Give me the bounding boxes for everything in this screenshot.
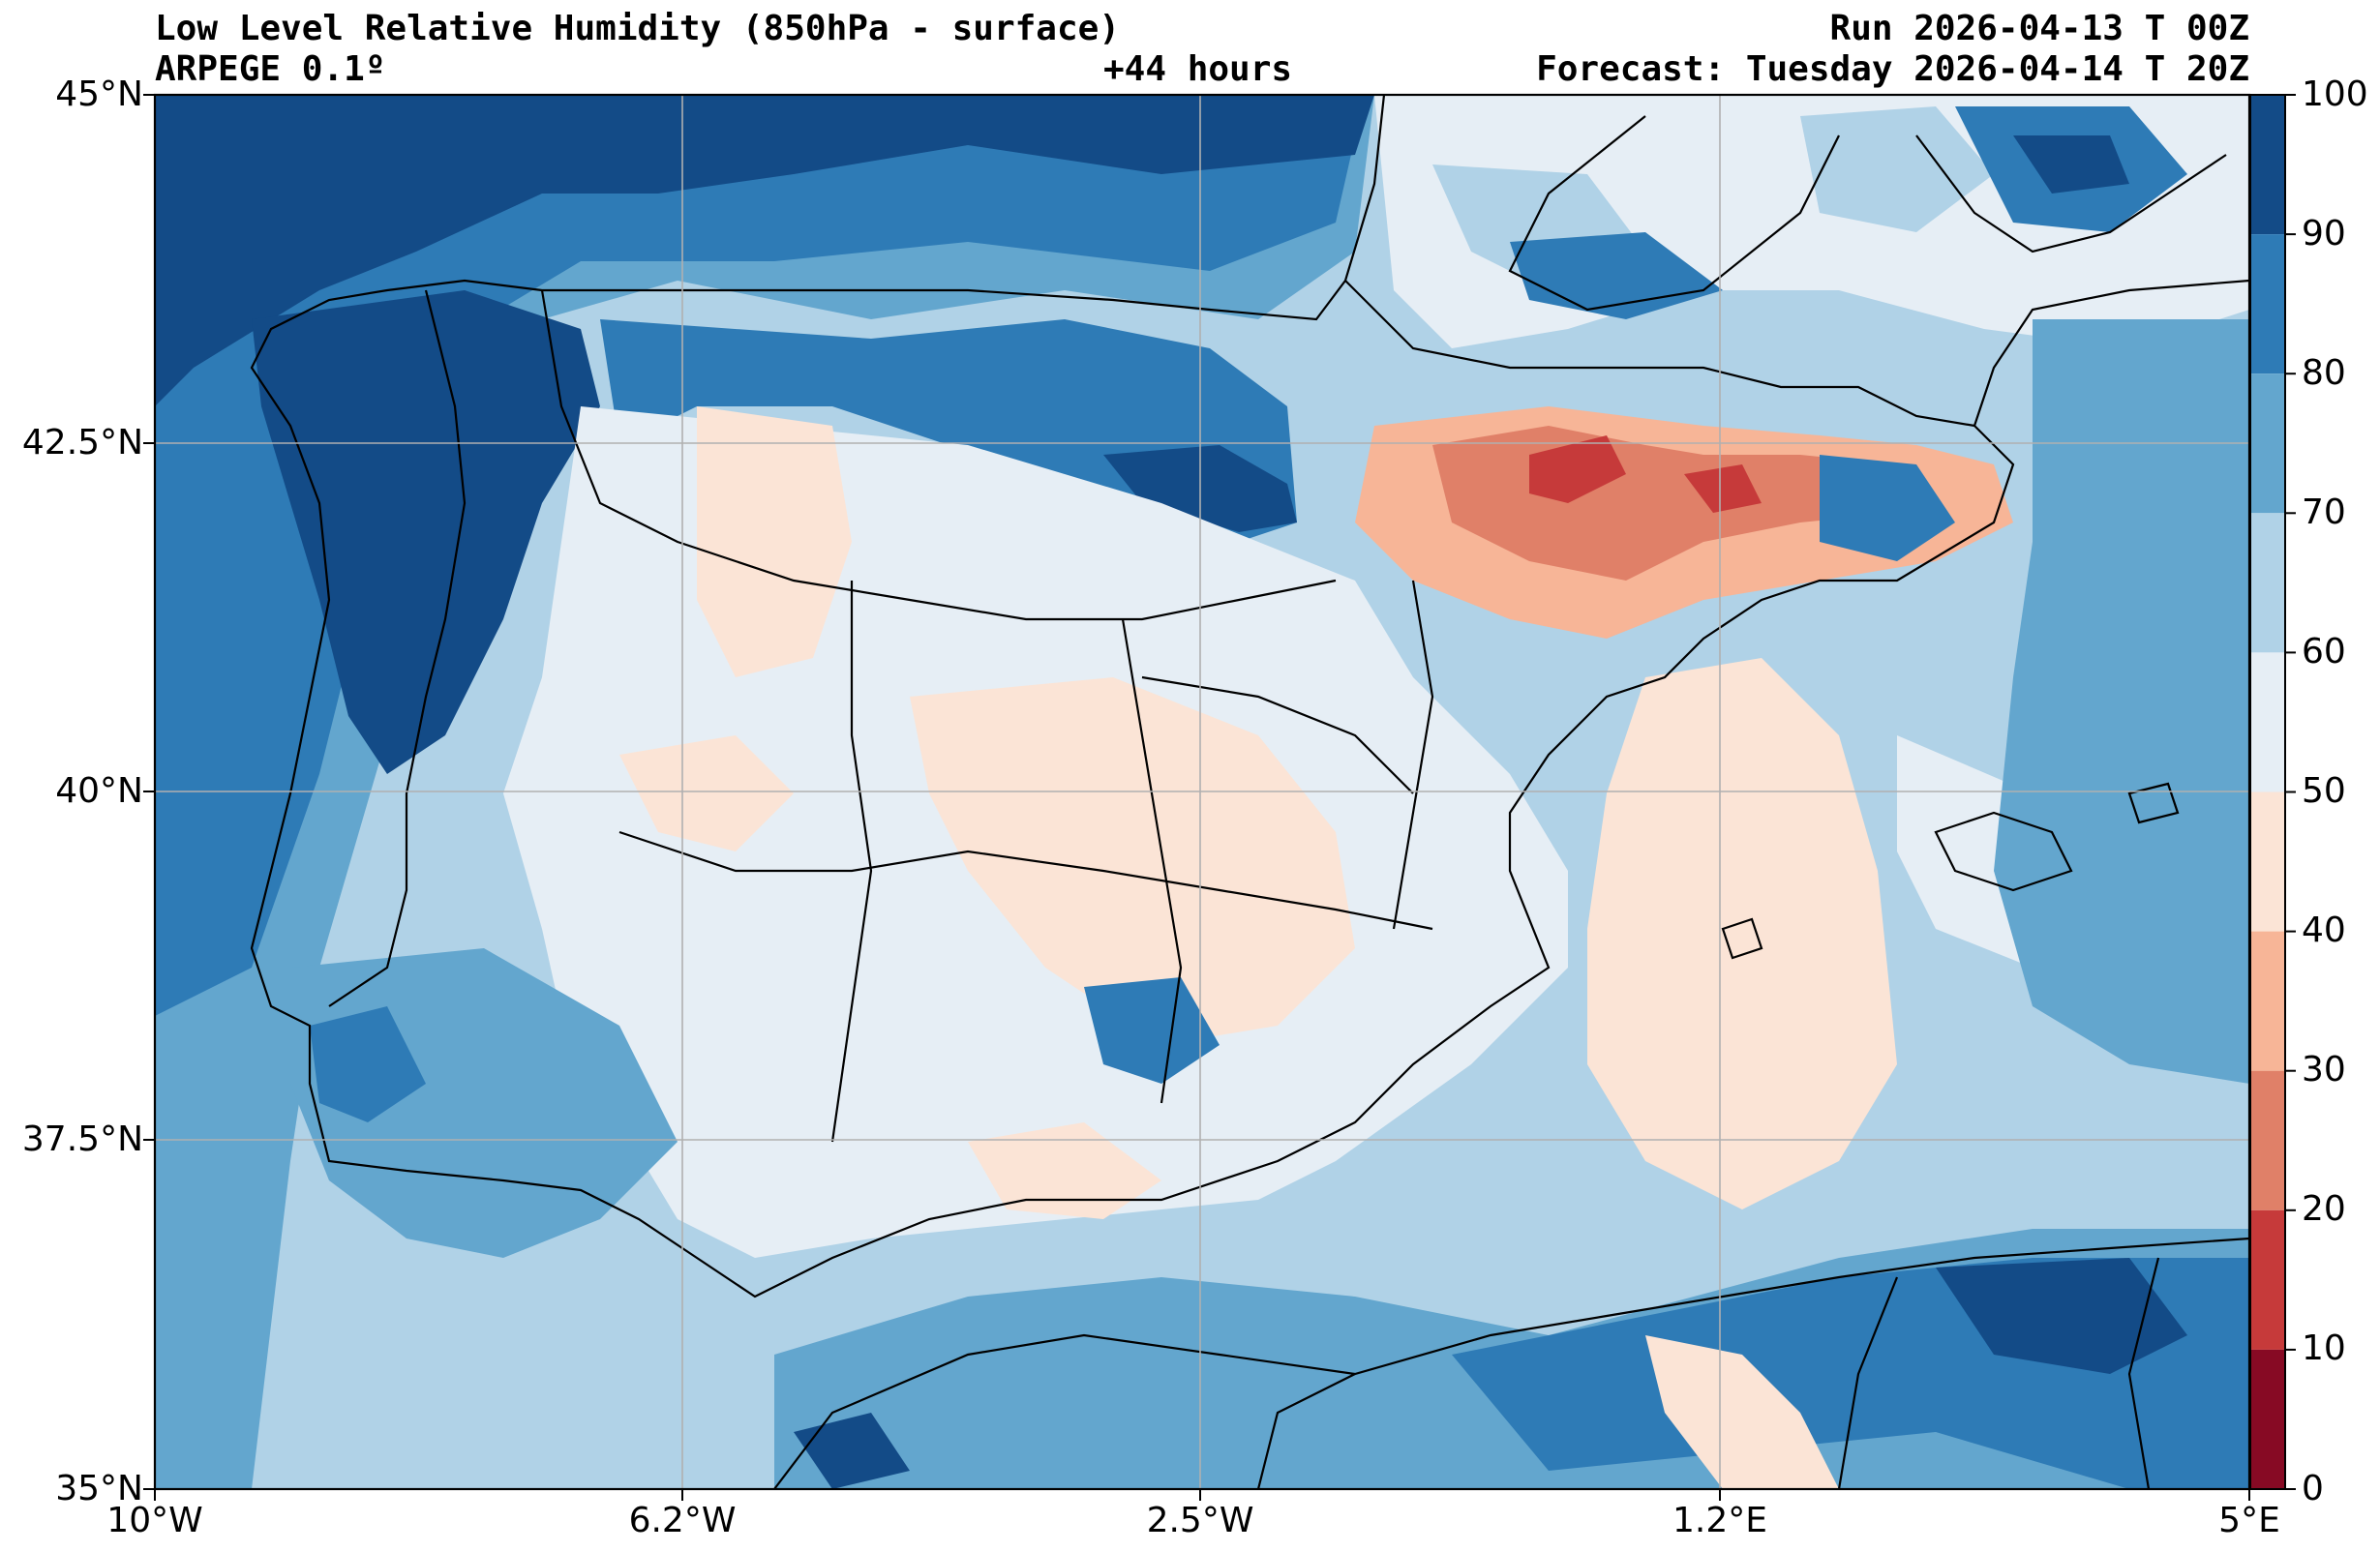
lat-label-42-5n: 42.5°N	[21, 423, 143, 463]
france-region-1	[1508, 115, 1840, 312]
region-line-3	[830, 581, 873, 1143]
colorbar-label-20: 20	[2302, 1189, 2346, 1229]
africa-border-3	[2127, 1257, 2160, 1489]
pyrenees-border	[1344, 280, 1975, 428]
field-ebro-10b	[1684, 464, 1762, 513]
lon-label-1-2e: 1.2°E	[1672, 1501, 1767, 1540]
colorbar-label-70: 70	[2302, 492, 2346, 532]
field-med-east-60	[2071, 1064, 2249, 1161]
region-line-2	[618, 830, 1433, 931]
france-region-2	[1915, 134, 2227, 254]
forecast-label: Forecast: Tuesday 2026-04-14 T 20Z	[1536, 49, 2249, 89]
colorbar-label-10: 10	[2302, 1328, 2346, 1368]
run-label: Run 2026-04-13 T 00Z	[1829, 9, 2249, 48]
lon-label-6-2w: 6.2°W	[628, 1501, 737, 1540]
colorbar-label-30: 30	[2302, 1050, 2346, 1089]
field-africa-90a	[1936, 1258, 2187, 1374]
lon-label-5e: 5°E	[2218, 1501, 2280, 1540]
colorbar-band-50-60	[2250, 652, 2285, 792]
lon-label-2-5w: 2.5°W	[1146, 1501, 1254, 1540]
gridlines	[155, 95, 2249, 1489]
map-title: Low Level Relative Humidity (850hPa - su…	[155, 9, 1120, 48]
colorbar-label-100: 100	[2302, 75, 2368, 114]
lat-label-40n: 40°N	[55, 771, 143, 811]
field-africa-90b	[794, 1413, 910, 1489]
africa-coast	[773, 1237, 2249, 1489]
model-label: ARPEGE 0.1º	[155, 49, 386, 89]
lon-label-10w: 10°W	[106, 1501, 203, 1540]
colorbar-band-30-40	[2250, 931, 2285, 1071]
colorbar	[2249, 94, 2296, 1490]
colorbar-band-20-30	[2250, 1070, 2285, 1210]
colorbar-band-40-50	[2250, 791, 2285, 932]
field-patch-40c	[619, 735, 794, 851]
field-france-60b	[1800, 106, 1994, 232]
field-patch-40a	[697, 406, 852, 677]
colorbar-label-80: 80	[2302, 353, 2346, 393]
field-africa-40	[1645, 1335, 1839, 1489]
africa-border-1	[1256, 1373, 1356, 1489]
tick-marks	[143, 94, 2250, 1501]
region-line-5	[1392, 580, 1434, 930]
colorbar-band-80-90	[2250, 234, 2285, 374]
portugal-spain-border	[328, 289, 467, 1007]
field-patch-40d	[968, 1122, 1161, 1219]
africa-border-2	[1837, 1276, 1899, 1489]
lat-label-45n: 45°N	[55, 75, 143, 114]
field-med-tongue-40	[1587, 658, 1897, 1209]
field-atlantic-90	[155, 95, 1374, 406]
coastlines-borders	[250, 95, 2249, 1489]
colorbar-label-50: 50	[2302, 771, 2346, 811]
colorbar-label-60: 60	[2302, 632, 2346, 672]
region-line-4	[1121, 618, 1183, 1104]
lead-time-label: +44 hours	[1103, 49, 1293, 89]
colorbar-band-10-20	[2250, 1209, 2285, 1350]
lat-label-37-5n: 37.5°N	[21, 1119, 143, 1159]
menorca-coast	[2127, 782, 2180, 824]
colorbar-band-60-70	[2250, 513, 2285, 653]
field-cantabria-80	[600, 319, 1297, 542]
field-patch-40b	[910, 677, 1355, 1045]
field-ebro-10a	[1529, 435, 1626, 503]
field-galicia-90	[252, 290, 600, 774]
colorbar-band-70-80	[2250, 373, 2285, 514]
colorbar-band-0-10	[2250, 1349, 2285, 1489]
field-alps-90	[2013, 135, 2129, 194]
ibiza-coast	[1721, 917, 1763, 960]
colorbar-label-40: 40	[2302, 910, 2346, 950]
colorbar-label-0: 0	[2302, 1469, 2324, 1508]
colorbar-label-90: 90	[2302, 214, 2346, 254]
field-med-east-70	[1994, 319, 2249, 1084]
mallorca-coast	[1934, 811, 2073, 892]
iberia-france-coast	[250, 95, 2249, 1298]
field-portugal-south-80	[310, 1006, 426, 1122]
field-andalusia-80	[1084, 977, 1220, 1084]
lat-label-35n: 35°N	[55, 1469, 143, 1508]
field-catalonia-80	[1820, 455, 1955, 561]
colorbar-band-90-100	[2250, 95, 2285, 235]
